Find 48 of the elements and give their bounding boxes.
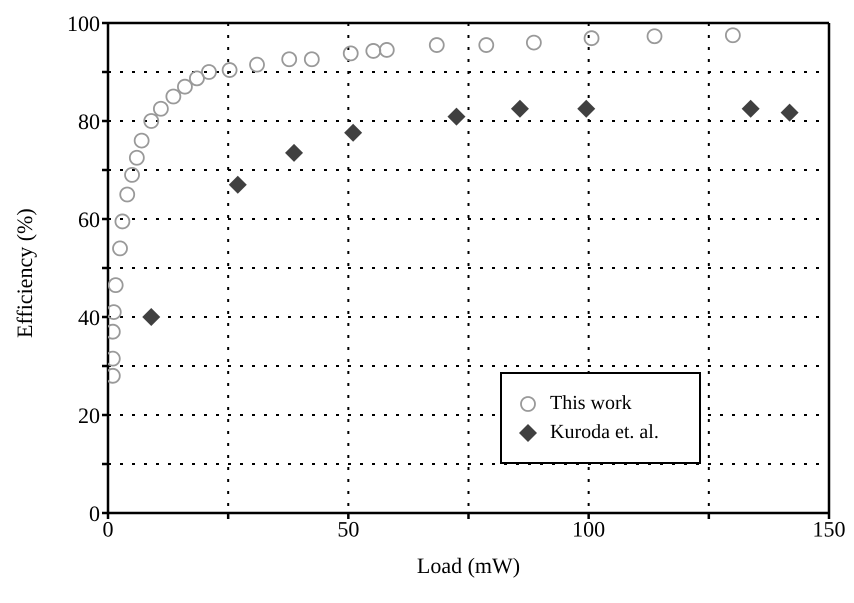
point [134, 132, 150, 148]
point [724, 27, 741, 44]
legend-label: Kuroda et. al. [550, 421, 659, 444]
point [177, 78, 193, 95]
point [780, 104, 799, 122]
point [114, 214, 130, 230]
point [285, 144, 304, 162]
x-tick-label: 100 [572, 516, 606, 542]
point [165, 88, 182, 104]
y-tick-label: 0 [89, 500, 100, 526]
point [124, 167, 140, 183]
point [142, 308, 160, 326]
x-tick-label: 150 [812, 516, 846, 542]
point [365, 43, 382, 59]
point [119, 186, 136, 202]
point [304, 51, 320, 68]
point [742, 100, 760, 118]
point [526, 34, 542, 50]
y-tick-label: 100 [67, 10, 100, 36]
point [646, 28, 662, 44]
point [228, 176, 247, 194]
y-tick-label: 80 [78, 108, 100, 134]
point [342, 45, 359, 62]
point [112, 240, 128, 256]
point [189, 70, 205, 86]
point [222, 62, 238, 78]
point [510, 100, 529, 118]
point [108, 277, 124, 294]
y-tick-label: 20 [78, 402, 100, 428]
x-axis-title: Load (mW) [416, 553, 520, 578]
point [143, 113, 160, 129]
x-tick-label: 50 [337, 516, 360, 542]
point [378, 42, 395, 58]
point [344, 124, 362, 142]
y-axis-title: Efficiency (%) [12, 208, 37, 338]
point [201, 64, 217, 80]
point [249, 56, 265, 73]
point [447, 108, 466, 126]
point [584, 30, 600, 46]
y-tick-label: 60 [78, 206, 100, 232]
y-tick-label: 40 [78, 304, 100, 330]
point [577, 100, 596, 118]
point [128, 150, 145, 166]
point [478, 37, 494, 53]
point [281, 51, 298, 68]
point [428, 37, 445, 53]
legend-label: This work [550, 392, 632, 415]
point [152, 100, 169, 117]
